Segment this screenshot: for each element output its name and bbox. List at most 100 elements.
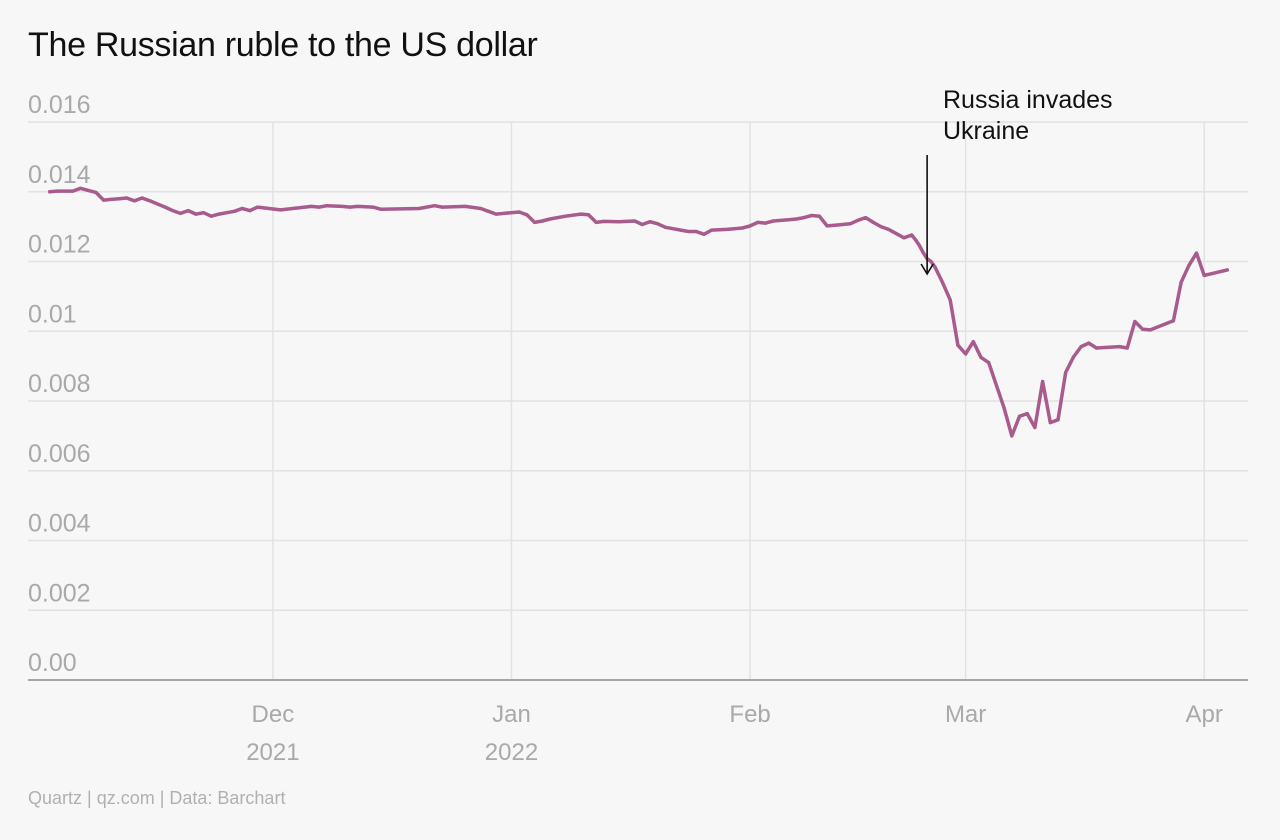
data-point [494,212,498,216]
data-point [702,232,706,236]
data-point [825,224,829,228]
data-point [86,188,90,192]
data-point [71,189,75,193]
data-point [740,226,745,230]
data-point [1025,412,1029,416]
data-point [787,218,791,222]
data-point [248,209,252,213]
data-point [255,205,260,209]
data-point [1141,327,1145,331]
data-point [921,251,925,255]
data-point [1187,264,1191,268]
data-point [656,222,660,226]
data-point [379,207,383,211]
data-point [1079,345,1083,349]
x-tick-label: Dec [252,701,295,728]
data-point [102,198,106,202]
data-point [440,205,444,209]
data-point [1202,273,1206,277]
data-point [125,196,129,200]
data-point [1194,251,1199,255]
data-point [648,220,652,224]
data-point [1133,319,1137,324]
data-point [910,233,914,237]
data-point [1171,319,1175,323]
data-point [533,220,537,224]
x-tick-label: Mar [945,701,986,728]
annotation-label-line2: Ukraine [943,117,1029,145]
data-point [679,228,683,232]
data-point [186,209,190,213]
data-point [725,227,729,231]
data-point [1117,345,1122,349]
x-tick-label: Jan [492,701,531,728]
data-point [1033,425,1037,430]
data-point [279,208,283,212]
data-point [63,189,67,193]
data-point [209,214,213,218]
data-point [217,212,221,216]
data-point [871,220,875,224]
data-point [463,204,467,208]
chart-title: The Russian ruble to the US dollar [28,26,538,64]
data-point [710,228,714,232]
data-point [194,212,198,216]
data-point [817,214,822,218]
data-point [348,205,352,209]
data-point [694,229,698,234]
data-point [48,190,52,194]
data-point [540,219,544,223]
data-point [914,238,918,242]
data-point [594,220,598,224]
data-point [371,205,375,209]
data-point [987,361,991,365]
source-footer: Quartz | qz.com | Data: Barchart [28,788,286,808]
y-tick-label: 0.012 [28,231,91,259]
data-point [140,196,144,200]
data-point [1071,355,1075,359]
data-point [802,216,806,220]
x-tick-year-label: 2022 [485,739,538,766]
series-line [47,186,1230,438]
data-point [1048,421,1052,425]
data-point [1125,346,1129,350]
data-point [1064,370,1068,374]
data-point [202,211,206,215]
annotation-label: Russia invades [943,86,1113,114]
data-point [663,225,668,229]
data-point [848,222,852,226]
data-point [525,213,529,217]
data-point [55,189,60,193]
data-point [579,212,583,216]
data-point [864,216,868,220]
data-point [417,206,421,211]
data-point [933,265,937,269]
data-point [225,211,229,215]
data-point [964,352,968,356]
data-point [148,199,152,203]
data-point [317,205,321,209]
data-point [1179,280,1183,284]
data-point [756,220,760,224]
data-point [979,355,983,359]
y-tick-label: 0.002 [28,579,91,607]
data-point [633,219,637,223]
data-point [794,217,798,221]
data-point [356,204,360,208]
data-point [810,213,814,218]
data-point [879,225,883,229]
data-point [1094,346,1099,350]
data-point [948,298,952,302]
data-point [917,243,922,248]
x-tick-year-label: 2021 [246,739,299,766]
data-point [640,222,644,227]
data-point [602,219,606,223]
data-point [1056,418,1060,422]
data-point [548,217,552,221]
data-point [78,186,83,190]
data-point [856,218,860,222]
data-point [940,280,945,284]
data-point [432,204,437,208]
data-point [617,220,621,224]
